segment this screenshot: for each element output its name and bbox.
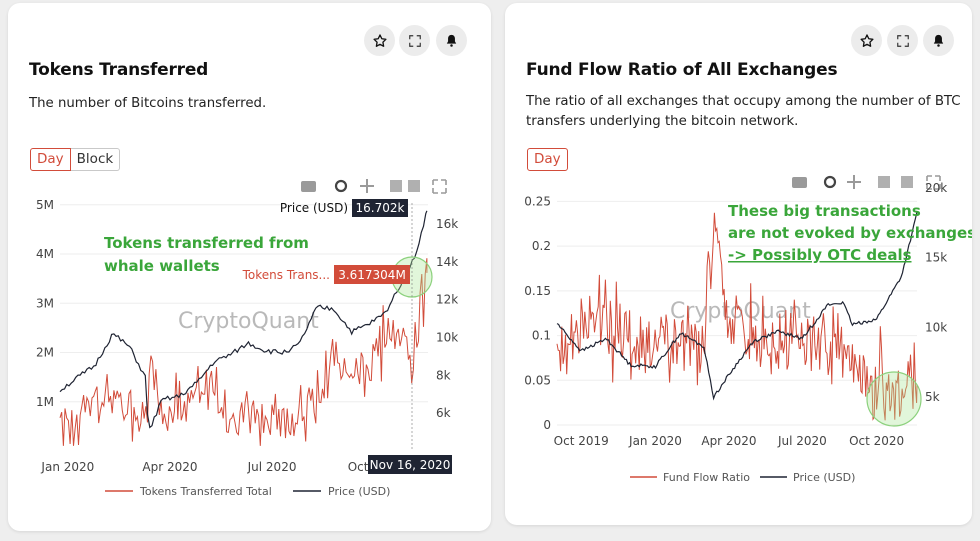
x-tick-label: Apr 2020 — [142, 460, 197, 474]
x-tick-label: Apr 2020 — [701, 434, 756, 448]
y-left-tick-label: 0.1 — [532, 329, 551, 343]
y-left-tick-label: 3M — [36, 296, 54, 310]
y-right-tick-label: 15k — [925, 251, 947, 265]
y-right-tick-label: 6k — [436, 406, 451, 420]
y-left-tick-label: 0.05 — [524, 373, 551, 387]
price-line — [59, 210, 428, 429]
y-right-tick-label: 14k — [436, 255, 458, 269]
tooltip-tokens-value: 3.617304M — [338, 268, 406, 282]
pan-icon[interactable] — [360, 179, 374, 193]
chart-toolbar — [301, 179, 447, 194]
y-left-tick-label: 0.2 — [532, 239, 551, 253]
tokens-transferred-line — [59, 258, 428, 446]
description-line-1: The ratio of all exchanges that occupy a… — [526, 94, 961, 109]
y-right-tick-label: 8k — [436, 368, 451, 382]
zoom-in-icon[interactable] — [878, 176, 890, 188]
tokens-transferred-card: Tokens Transferred The number of Bitcoin… — [8, 3, 491, 531]
interval-toggle: Day Block — [30, 148, 121, 171]
legend-label-price[interactable]: Price (USD) — [328, 485, 390, 498]
expand-icon — [408, 34, 421, 47]
card-title: Tokens Transferred — [29, 60, 209, 80]
y-left-tick-label: 0 — [543, 418, 551, 432]
legend-label-ratio[interactable]: Fund Flow Ratio — [663, 471, 750, 484]
price-line — [556, 211, 918, 401]
x-tick-label: Jan 2020 — [40, 460, 94, 474]
favorite-button[interactable] — [364, 25, 395, 56]
watermark: CryptoQuant — [178, 309, 319, 334]
highlight-circle — [866, 371, 922, 427]
y-right-tick-label: 12k — [436, 293, 458, 307]
autoscale-icon[interactable] — [926, 175, 941, 190]
pan-icon[interactable] — [847, 175, 861, 189]
tooltip-tokens-box — [334, 265, 410, 284]
annotation-line-2: are not evoked by exchanges — [728, 224, 972, 242]
annotation-line-2: whale wallets — [104, 257, 220, 275]
bell-icon — [446, 34, 457, 47]
day-button[interactable]: Day — [30, 148, 71, 171]
day-button[interactable]: Day — [527, 148, 568, 171]
zoom-icon[interactable] — [823, 175, 837, 189]
y-left-tick-label: 0.15 — [524, 284, 551, 298]
y-left-tick-label: 2M — [36, 346, 54, 360]
zoom-in-icon[interactable] — [390, 180, 402, 192]
zoom-icon[interactable] — [334, 179, 348, 193]
y-left-tick-label: 4M — [36, 247, 54, 261]
tokens-transferred-chart[interactable]: 1M 2M 3M 4M 5M 6k 8k 10k 12k 14k 16k Jan 2020 Apr 2… — [8, 3, 491, 531]
y-left-tick-label: 1M — [36, 395, 54, 409]
star-icon — [372, 33, 387, 47]
interval-toggle: Day — [527, 148, 568, 171]
x-tick-label: Oct 2020 — [849, 434, 904, 448]
y-right-tick-label: 20k — [925, 181, 947, 195]
x-tick-label: Oct 2019 — [554, 434, 609, 448]
fullscreen-button[interactable] — [887, 25, 918, 56]
tooltip-tokens-label: Tokens Trans... — [242, 268, 330, 282]
y-left-tick-label: 0.25 — [524, 194, 551, 208]
x-tick-label: Jul 2020 — [247, 460, 297, 474]
tooltip-price-value: 16.702k — [356, 201, 405, 215]
card-description: The number of Bitcoins transferred. — [29, 96, 267, 111]
fund-flow-ratio-line — [556, 212, 918, 421]
legend-label-tokens[interactable]: Tokens Transferred Total — [139, 485, 272, 498]
block-button[interactable]: Block — [70, 148, 121, 171]
chart-toolbar — [792, 175, 941, 190]
tooltip-price-label: Price (USD) — [280, 201, 348, 215]
watermark: CryptoQuant — [670, 299, 811, 324]
y-right-tick-label: 5k — [925, 390, 940, 404]
fullscreen-button[interactable] — [399, 25, 430, 56]
zoom-out-icon[interactable] — [408, 180, 420, 192]
favorite-button[interactable] — [851, 25, 882, 56]
card-description: The ratio of all exchanges that occupy a… — [526, 92, 961, 132]
camera-icon[interactable] — [301, 181, 316, 192]
y-right-tick-label: 16k — [436, 217, 458, 231]
tooltip-date: Nov 16, 2020 — [370, 458, 451, 472]
zoom-out-icon[interactable] — [901, 176, 913, 188]
description-line-2: transfers underlying the bitcoin network… — [526, 114, 799, 129]
star-icon — [859, 33, 874, 47]
annotation-line-1: These big transactions — [728, 202, 921, 220]
bell-icon — [933, 34, 944, 47]
camera-icon[interactable] — [792, 177, 807, 188]
y-right-tick-label: 10k — [436, 331, 458, 345]
expand-icon — [896, 34, 909, 47]
x-tick-label: Jul 2020 — [777, 434, 827, 448]
alert-button[interactable] — [436, 25, 467, 56]
tooltip-date-box — [368, 455, 452, 474]
x-tick-label: Jan 2020 — [628, 434, 682, 448]
alert-button[interactable] — [923, 25, 954, 56]
y-left-tick-label: 5M — [36, 198, 54, 212]
autoscale-icon[interactable] — [432, 179, 447, 194]
tooltip-price-box — [352, 199, 408, 217]
fund-flow-ratio-chart[interactable]: 0 0.05 0.1 0.15 0.2 0.25 5k 10k 15k 20k Oct 2019 J… — [505, 3, 972, 525]
fund-flow-ratio-card: Fund Flow Ratio of All Exchanges The rat… — [505, 3, 972, 525]
annotation-line-1: Tokens transferred from — [104, 234, 309, 252]
annotation-line-3: -> Possibly OTC deals — [728, 246, 912, 264]
card-title: Fund Flow Ratio of All Exchanges — [526, 60, 838, 80]
legend-label-price[interactable]: Price (USD) — [793, 471, 855, 484]
y-right-tick-label: 10k — [925, 320, 947, 334]
